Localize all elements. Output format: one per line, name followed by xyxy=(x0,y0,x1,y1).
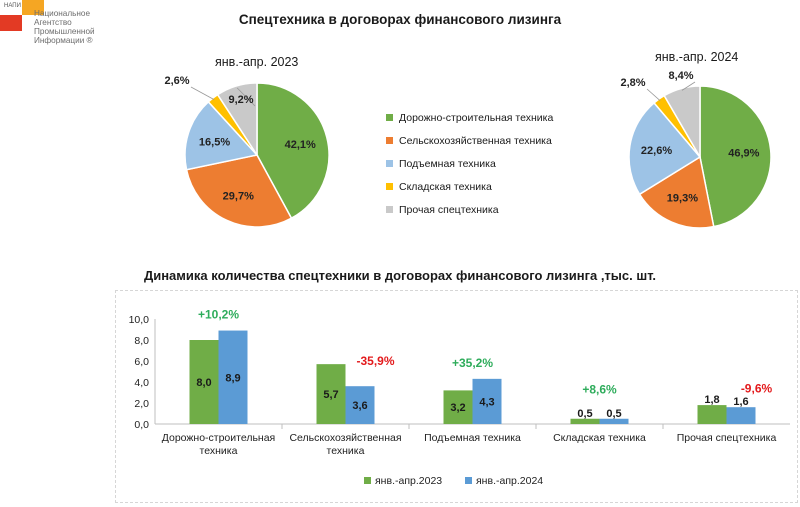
bar-value-label: 1,6 xyxy=(733,396,748,408)
pie-label-other: 9,2% xyxy=(228,94,253,106)
logo-agency-name: Национальное Агентство Промышленной Инфо… xyxy=(34,9,95,45)
pie-slice-other xyxy=(216,82,258,158)
category-label: Складская техника xyxy=(553,432,646,444)
bar-value-label: 5,7 xyxy=(323,389,338,401)
pie-slice-road xyxy=(256,82,330,220)
legend-swatch-road xyxy=(386,114,393,121)
category-label: Прочая спецтехника xyxy=(677,432,777,444)
bar-value-label: 1,8 xyxy=(704,394,719,406)
change-label: +8,6% xyxy=(582,383,617,397)
pie-label-agri: 19,3% xyxy=(667,192,698,204)
legend-label-lift: Подъемная техника xyxy=(399,157,496,170)
legend-label-agri: Сельскохозяйственная техника xyxy=(399,134,552,147)
bar-value-label: 0,5 xyxy=(606,408,621,420)
y-tick-label: 8,0 xyxy=(134,335,149,347)
legend-label-other: Прочая спецтехника xyxy=(399,203,499,216)
pie-legend: Дорожно-строительная техника Сельскохозя… xyxy=(386,106,553,221)
pie-slice-lift xyxy=(628,101,702,196)
bar-2024 xyxy=(218,330,248,424)
napi-logo: НАПИ Национальное Агентство Промышленной… xyxy=(0,0,100,60)
category-label: техника xyxy=(200,445,238,457)
bar-legend-label: янв.-апр.2024 xyxy=(476,475,543,487)
pie-slice-lift xyxy=(184,100,259,171)
pie-label-lift: 22,6% xyxy=(641,145,672,157)
category-label: Дорожно-строительная xyxy=(162,432,276,444)
pie-chart-2024: 46,9% 19,3% 22,6% 2,8% 8,4% xyxy=(620,70,772,229)
change-label: +35,2% xyxy=(452,356,493,370)
legend-item-warehouse: Складская техника xyxy=(386,175,553,198)
pie-label-other: 8,4% xyxy=(668,70,693,82)
bar-2023 xyxy=(443,390,473,424)
y-tick-label: 2,0 xyxy=(134,398,149,410)
pie-title-2024: янв.-апр. 2024 xyxy=(655,50,739,64)
pie-leader-line xyxy=(190,86,215,101)
category-label: техника xyxy=(327,445,365,457)
bar-legend-swatch xyxy=(364,477,371,484)
bar-2023 xyxy=(570,418,600,424)
y-tick-label: 4,0 xyxy=(134,377,149,389)
bar-2023 xyxy=(189,340,219,424)
bar-chart-frame xyxy=(115,290,798,503)
bar-chart-title: Динамика количества спецтехники в догово… xyxy=(143,268,657,283)
y-tick-label: 10,0 xyxy=(129,314,150,326)
pie-leader-line xyxy=(681,81,696,91)
legend-item-lift: Подъемная техника xyxy=(386,152,553,175)
bar-2024 xyxy=(345,386,375,424)
bar-value-label: 3,2 xyxy=(450,402,465,414)
legend-swatch-agri xyxy=(386,137,393,144)
legend-item-road: Дорожно-строительная техника xyxy=(386,106,553,129)
bar-legend-label: янв.-апр.2023 xyxy=(375,475,442,487)
bar-legend: янв.-апр.2023 янв.-апр.2024 xyxy=(364,475,543,487)
bar-2024 xyxy=(599,418,629,424)
pie-title-2023: янв.-апр. 2023 xyxy=(215,55,299,69)
bar-2023 xyxy=(316,364,346,424)
pie-label-lift: 16,5% xyxy=(199,136,230,148)
pie-label-road: 42,1% xyxy=(285,139,316,151)
pie-slice-agri xyxy=(185,154,293,228)
change-label: -9,6% xyxy=(741,382,773,396)
pie-slice-other xyxy=(663,85,701,160)
y-tick-label: 0,0 xyxy=(134,419,149,431)
legend-swatch-lift xyxy=(386,160,393,167)
pie-label-agri: 29,7% xyxy=(223,191,254,203)
logo-brand: НАПИ xyxy=(4,3,21,9)
bar-value-label: 4,3 xyxy=(479,396,494,408)
legend-swatch-warehouse xyxy=(386,183,393,190)
bar-value-label: 0,5 xyxy=(577,408,592,420)
pie-leader-line xyxy=(236,87,256,107)
page-title: Спецтехника в договорах финансового лизи… xyxy=(238,12,562,27)
category-label: Подъемная техника xyxy=(424,432,521,444)
bar-2024 xyxy=(472,378,502,424)
legend-label-warehouse: Складская техника xyxy=(399,180,492,193)
bar-legend-swatch xyxy=(465,477,472,484)
change-label: -35,9% xyxy=(356,354,394,368)
legend-swatch-other xyxy=(386,206,393,213)
pie-chart-2023: 42,1% 29,7% 16,5% 2,6% 9,2% xyxy=(164,75,330,228)
legend-label-road: Дорожно-строительная техника xyxy=(399,111,554,124)
pie-label-warehouse: 2,6% xyxy=(164,75,189,87)
bar-value-label: 3,6 xyxy=(352,400,367,412)
legend-item-other: Прочая спецтехника xyxy=(386,198,553,221)
y-tick-label: 6,0 xyxy=(134,356,149,368)
bar-value-label: 8,0 xyxy=(196,377,211,389)
bar-chart: 0,0 2,0 4,0 6,0 8,0 10,0 8,0 8,9 +10,2% Дорожно-с… xyxy=(129,308,790,457)
change-label: +10,2% xyxy=(198,308,239,322)
bar-2023 xyxy=(697,405,727,424)
pie-label-road: 46,9% xyxy=(728,148,759,160)
category-label: Сельскохозяйственная xyxy=(289,432,401,444)
pie-slice-road xyxy=(699,85,772,228)
legend-item-agri: Сельскохозяйственная техника xyxy=(386,129,553,152)
pie-leader-line xyxy=(646,88,661,101)
bar-2024 xyxy=(726,407,756,424)
pie-label-warehouse: 2,8% xyxy=(620,77,645,89)
pie-slice-agri xyxy=(638,155,715,229)
bar-value-label: 8,9 xyxy=(225,372,240,384)
